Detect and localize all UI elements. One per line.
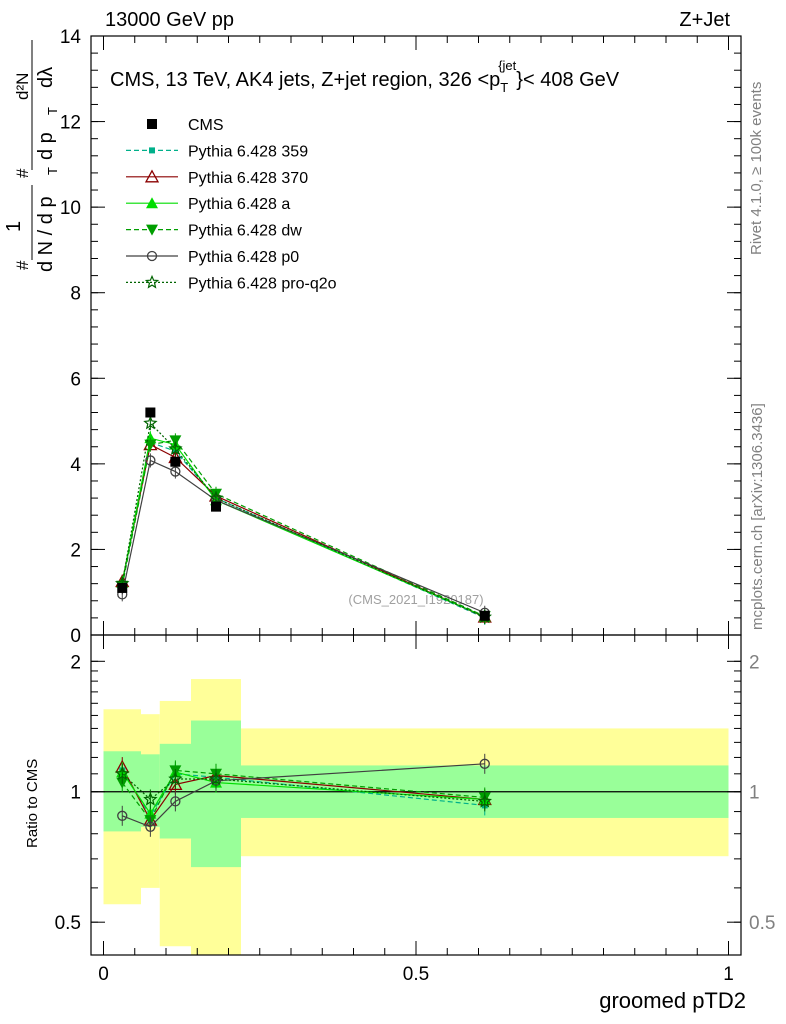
y-tick-label: 14 <box>60 27 82 48</box>
legend-marker <box>149 147 155 154</box>
svg-text:d²N: d²N <box>13 73 32 100</box>
y-tick-label: 0 <box>70 626 81 647</box>
series-line <box>121 421 485 618</box>
legend-label: Pythia 6.428 dw <box>188 223 302 240</box>
x-axis-label: groomed pTD2 <box>599 988 746 1013</box>
mcplots-credit: mcplots.cern.ch [arXiv:1306.3436] <box>749 403 766 630</box>
ratio-point <box>114 766 130 780</box>
svg-text:dλ: dλ <box>35 67 57 88</box>
ratio-y-tick-label-right: 1 <box>749 783 760 804</box>
x-tick-label: 0.5 <box>403 964 429 985</box>
legend-entry-p370: Pythia 6.428 370 <box>126 169 308 187</box>
ratio-point <box>117 810 128 821</box>
data-point <box>143 415 158 430</box>
legend-label: Pythia 6.428 a <box>188 196 290 213</box>
svg-text:d p: d p <box>35 132 57 160</box>
analysis-watermark: (CMS_2021_I1920187) <box>348 592 483 607</box>
y-tick-label: 6 <box>70 369 81 390</box>
legend-entry-pdw: Pythia 6.428 dw <box>126 223 302 240</box>
svg-text:#: # <box>13 260 32 270</box>
legend-label: Pythia 6.428 p0 <box>188 249 299 266</box>
y-tick-label: 2 <box>70 540 81 561</box>
legend-marker <box>146 224 158 236</box>
main-series-pq2o <box>114 415 492 625</box>
legend-marker <box>144 274 160 289</box>
ratio-y-tick-label: 2 <box>70 652 81 673</box>
ratio-ylabel: Ratio to CMS <box>24 759 41 848</box>
ratio-point <box>143 791 158 806</box>
legend-entry-cms: CMS <box>147 117 224 134</box>
ratio-y-tick-label-right: 2 <box>749 652 760 673</box>
legend-entry-pa: Pythia 6.428 a <box>126 196 290 213</box>
ratio-series <box>114 753 493 837</box>
y-tick-label: 12 <box>60 113 81 134</box>
ratio-point <box>170 796 181 807</box>
legend-entry-pq2o: Pythia 6.428 pro-q2o <box>126 274 337 292</box>
rivet-version: Rivet 4.1.0, ≥ 100k events <box>748 82 765 255</box>
ratio-point <box>477 793 493 808</box>
legend-label: Pythia 6.428 pro-q2o <box>188 275 337 292</box>
ratio-y-tick-label: 1 <box>70 783 81 804</box>
legend-entry-p359: Pythia 6.428 359 <box>126 143 308 160</box>
y-tick-label: 4 <box>70 455 81 476</box>
data-point <box>145 455 156 466</box>
legend-label: CMS <box>188 117 224 134</box>
legend-marker <box>144 169 160 183</box>
data-point <box>208 490 224 505</box>
legend-label: Pythia 6.428 370 <box>188 170 308 187</box>
main-series <box>114 407 492 625</box>
data-point <box>168 441 183 455</box>
legend-entry-pp0: Pythia 6.428 p0 <box>126 249 299 266</box>
ratio-point <box>208 771 224 786</box>
chart-title: CMS, 13 TeV, AK4 jets, Z+jet region, 326… <box>110 58 620 95</box>
ratio-point <box>479 758 490 769</box>
ratio-line <box>121 773 485 802</box>
svg-text:T: T <box>45 107 60 115</box>
header-left: 13000 GeV pp <box>105 9 234 31</box>
ratio-point <box>168 771 183 786</box>
series-line <box>121 459 485 614</box>
x-tick-label: 1 <box>723 964 734 985</box>
data-point <box>211 501 221 512</box>
data-point <box>169 435 182 447</box>
ratio-point <box>145 821 156 832</box>
svg-text:d N / d p: d N / d p <box>35 196 57 272</box>
svg-text:T: T <box>45 167 60 175</box>
data-point <box>170 466 181 477</box>
svg-text:#: # <box>13 168 32 178</box>
data-point <box>144 439 157 451</box>
legend-marker <box>147 119 157 129</box>
data-point <box>170 456 181 467</box>
header-right: Z+Jet <box>679 9 730 31</box>
y-tick-label: 8 <box>70 284 81 305</box>
legend: CMS Pythia 6.428 359 Pythia 6.428 370 Pythi… <box>126 117 337 292</box>
y-tick-label: 10 <box>60 198 81 219</box>
ratio-y-tick-label: 0.5 <box>55 913 81 934</box>
data-point <box>479 610 490 621</box>
data-point <box>145 407 156 418</box>
legend-marker <box>146 197 158 209</box>
band-inner-3 <box>191 720 241 868</box>
legend-marker <box>146 250 158 262</box>
x-tick-label: 0 <box>98 964 109 985</box>
main-ylabel: # 1 d N / d p T # d²N d p T dλ <box>3 40 60 272</box>
ratio-series-pq2o <box>114 763 493 812</box>
main-series-cms <box>117 407 490 621</box>
ratio-y-tick-label-right: 0.5 <box>749 913 775 934</box>
ratio-series-pp0 <box>117 753 490 837</box>
ratio-line <box>121 769 485 822</box>
legend-label: Pythia 6.428 359 <box>188 143 308 160</box>
svg-text:1: 1 <box>3 221 25 232</box>
data-point <box>117 582 128 593</box>
